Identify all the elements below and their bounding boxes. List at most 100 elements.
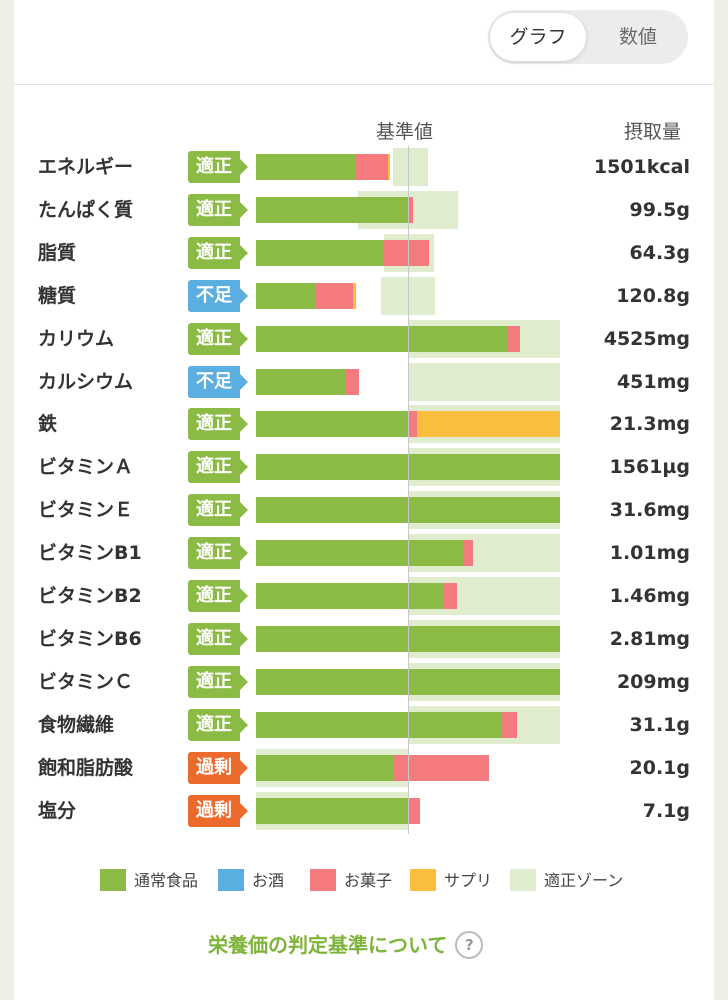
normal-food-segment xyxy=(256,325,509,352)
legend-swatch xyxy=(410,868,436,891)
intake-amount: 1561µg xyxy=(609,456,690,479)
legend-item: 通常食品 xyxy=(100,866,198,896)
nutrient-row: 塩分 過剰 7.1g xyxy=(14,791,714,830)
status-badge: 適正 xyxy=(188,580,248,612)
supplement-segment xyxy=(388,154,390,180)
amount-header: 摂取量 xyxy=(624,121,682,143)
normal-food-segment xyxy=(256,368,346,395)
nutrient-row: ビタミンB1 適正 1.01mg xyxy=(14,534,714,573)
status-badge: 過剰 xyxy=(188,751,248,784)
intake-amount: 21.3mg xyxy=(609,413,690,436)
intake-amount: 1.46mg xyxy=(609,585,690,607)
nutrient-row: たんぱく質 適正 99.5g xyxy=(14,190,714,229)
status-badge: 過剰 xyxy=(188,794,248,827)
normal-food-segment xyxy=(256,754,395,781)
criteria-link[interactable]: 栄養価の判定基準について? xyxy=(208,928,484,962)
status-badge: 適正 xyxy=(188,151,248,183)
nutrient-name: 脂質 xyxy=(38,241,77,264)
snacks-segment xyxy=(500,711,518,738)
snacks-segment xyxy=(462,540,474,567)
legend-label: サプリ xyxy=(444,871,493,890)
intake-amount: 1501kcal xyxy=(593,156,690,178)
nutrient-name: 食物繊維 xyxy=(38,713,115,736)
normal-food-segment xyxy=(256,154,357,180)
proper-zone xyxy=(380,276,436,315)
legend-swatch xyxy=(100,868,126,891)
status-badge: 適正 xyxy=(188,537,248,570)
intake-amount: 99.5g xyxy=(629,198,690,221)
nutrient-name: カルシウム xyxy=(38,370,134,393)
normal-food-segment xyxy=(256,711,501,738)
normal-food-segment xyxy=(256,583,445,609)
nutrient-row: カルシウム 不足 451mg xyxy=(14,362,714,401)
status-badge: 適正 xyxy=(188,622,248,655)
status-badge: 不足 xyxy=(188,365,248,398)
snacks-segment xyxy=(315,282,354,309)
status-badge: 適正 xyxy=(188,408,248,441)
legend-swatch xyxy=(218,868,244,891)
legend-item: お酒 xyxy=(218,866,284,896)
normal-food-segment xyxy=(256,540,463,567)
normal-food-segment xyxy=(256,282,316,309)
snacks-segment xyxy=(356,154,389,180)
intake-amount: 2.81mg xyxy=(609,627,690,650)
nutrient-row: 鉄 適正 21.3mg xyxy=(14,405,714,444)
nutrient-name: 鉄 xyxy=(38,413,58,436)
status-badge: 適正 xyxy=(188,451,248,484)
normal-food-segment xyxy=(256,411,408,438)
intake-amount: 451mg xyxy=(616,370,690,393)
intake-amount: 31.6mg xyxy=(609,499,690,522)
status-badge: 適正 xyxy=(188,236,248,269)
view-toggle: グラフ 数値 xyxy=(488,10,688,64)
graph-tab[interactable]: グラフ xyxy=(490,13,586,61)
snacks-segment xyxy=(508,325,521,352)
legend-item: 適正ゾーン xyxy=(510,866,623,896)
nutrient-name: ビタミンB6 xyxy=(38,627,142,650)
nutrient-name: 糖質 xyxy=(38,284,77,307)
intake-amount: 209mg xyxy=(616,670,690,693)
intake-amount: 4525mg xyxy=(603,327,690,350)
legend: 通常食品 お酒 お菓子 サプリ 適正ゾーン xyxy=(14,866,714,896)
nutrient-row: ビタミンＡ 適正 1561µg xyxy=(14,448,714,487)
status-badge: 適正 xyxy=(188,665,248,698)
snacks-segment xyxy=(408,411,418,438)
view-toggle-bar: グラフ 数値 xyxy=(14,0,714,85)
intake-amount: 64.3g xyxy=(629,241,690,264)
nutrient-name: 飽和脂肪酸 xyxy=(38,756,134,779)
reference-line xyxy=(408,146,409,834)
nutrient-row: 糖質 不足 120.8g xyxy=(14,276,714,315)
status-badge: 適正 xyxy=(188,193,248,226)
legend-item: サプリ xyxy=(410,866,492,896)
legend-swatch xyxy=(310,868,336,891)
nutrient-row: ビタミンＣ 適正 209mg xyxy=(14,662,714,701)
nutrient-row: 飽和脂肪酸 過剰 20.1g xyxy=(14,748,714,787)
intake-amount: 1.01mg xyxy=(609,542,690,565)
nutrient-row: ビタミンB6 適正 2.81mg xyxy=(14,619,714,658)
nutrient-name: たんぱく質 xyxy=(38,198,134,221)
nutrient-row: 脂質 適正 64.3g xyxy=(14,233,714,272)
nutrient-name: ビタミンＣ xyxy=(38,670,134,693)
status-badge: 適正 xyxy=(188,322,248,355)
normal-food-segment xyxy=(256,239,384,266)
intake-amount: 20.1g xyxy=(629,756,690,779)
legend-label: お酒 xyxy=(252,871,285,890)
legend-item: お菓子 xyxy=(310,866,392,896)
intake-amount: 7.1g xyxy=(642,799,690,822)
status-badge: 適正 xyxy=(188,708,248,741)
intake-amount: 31.1g xyxy=(629,713,690,736)
normal-food-segment xyxy=(256,797,410,824)
nutrient-row: 食物繊維 適正 31.1g xyxy=(14,705,714,744)
intake-amount: 120.8g xyxy=(616,284,690,307)
nutrient-name: ビタミンB2 xyxy=(38,585,142,607)
criteria-link-label: 栄養価の判定基準について xyxy=(208,933,448,957)
nutrient-name: カリウム xyxy=(38,327,115,350)
supplement-segment xyxy=(353,282,357,309)
proper-zone xyxy=(392,148,428,186)
snacks-segment xyxy=(383,239,430,266)
nutrition-card: グラフ 数値 基準値 摂取量 エネルギー 適正 1501kcal たんぱく質 適正 99.… xyxy=(14,0,714,1000)
reference-header: 基準値 xyxy=(376,121,434,143)
value-tab[interactable]: 数値 xyxy=(618,26,657,48)
snacks-segment xyxy=(394,754,489,781)
help-icon[interactable]: ? xyxy=(455,930,484,959)
nutrient-name: 塩分 xyxy=(38,799,77,822)
